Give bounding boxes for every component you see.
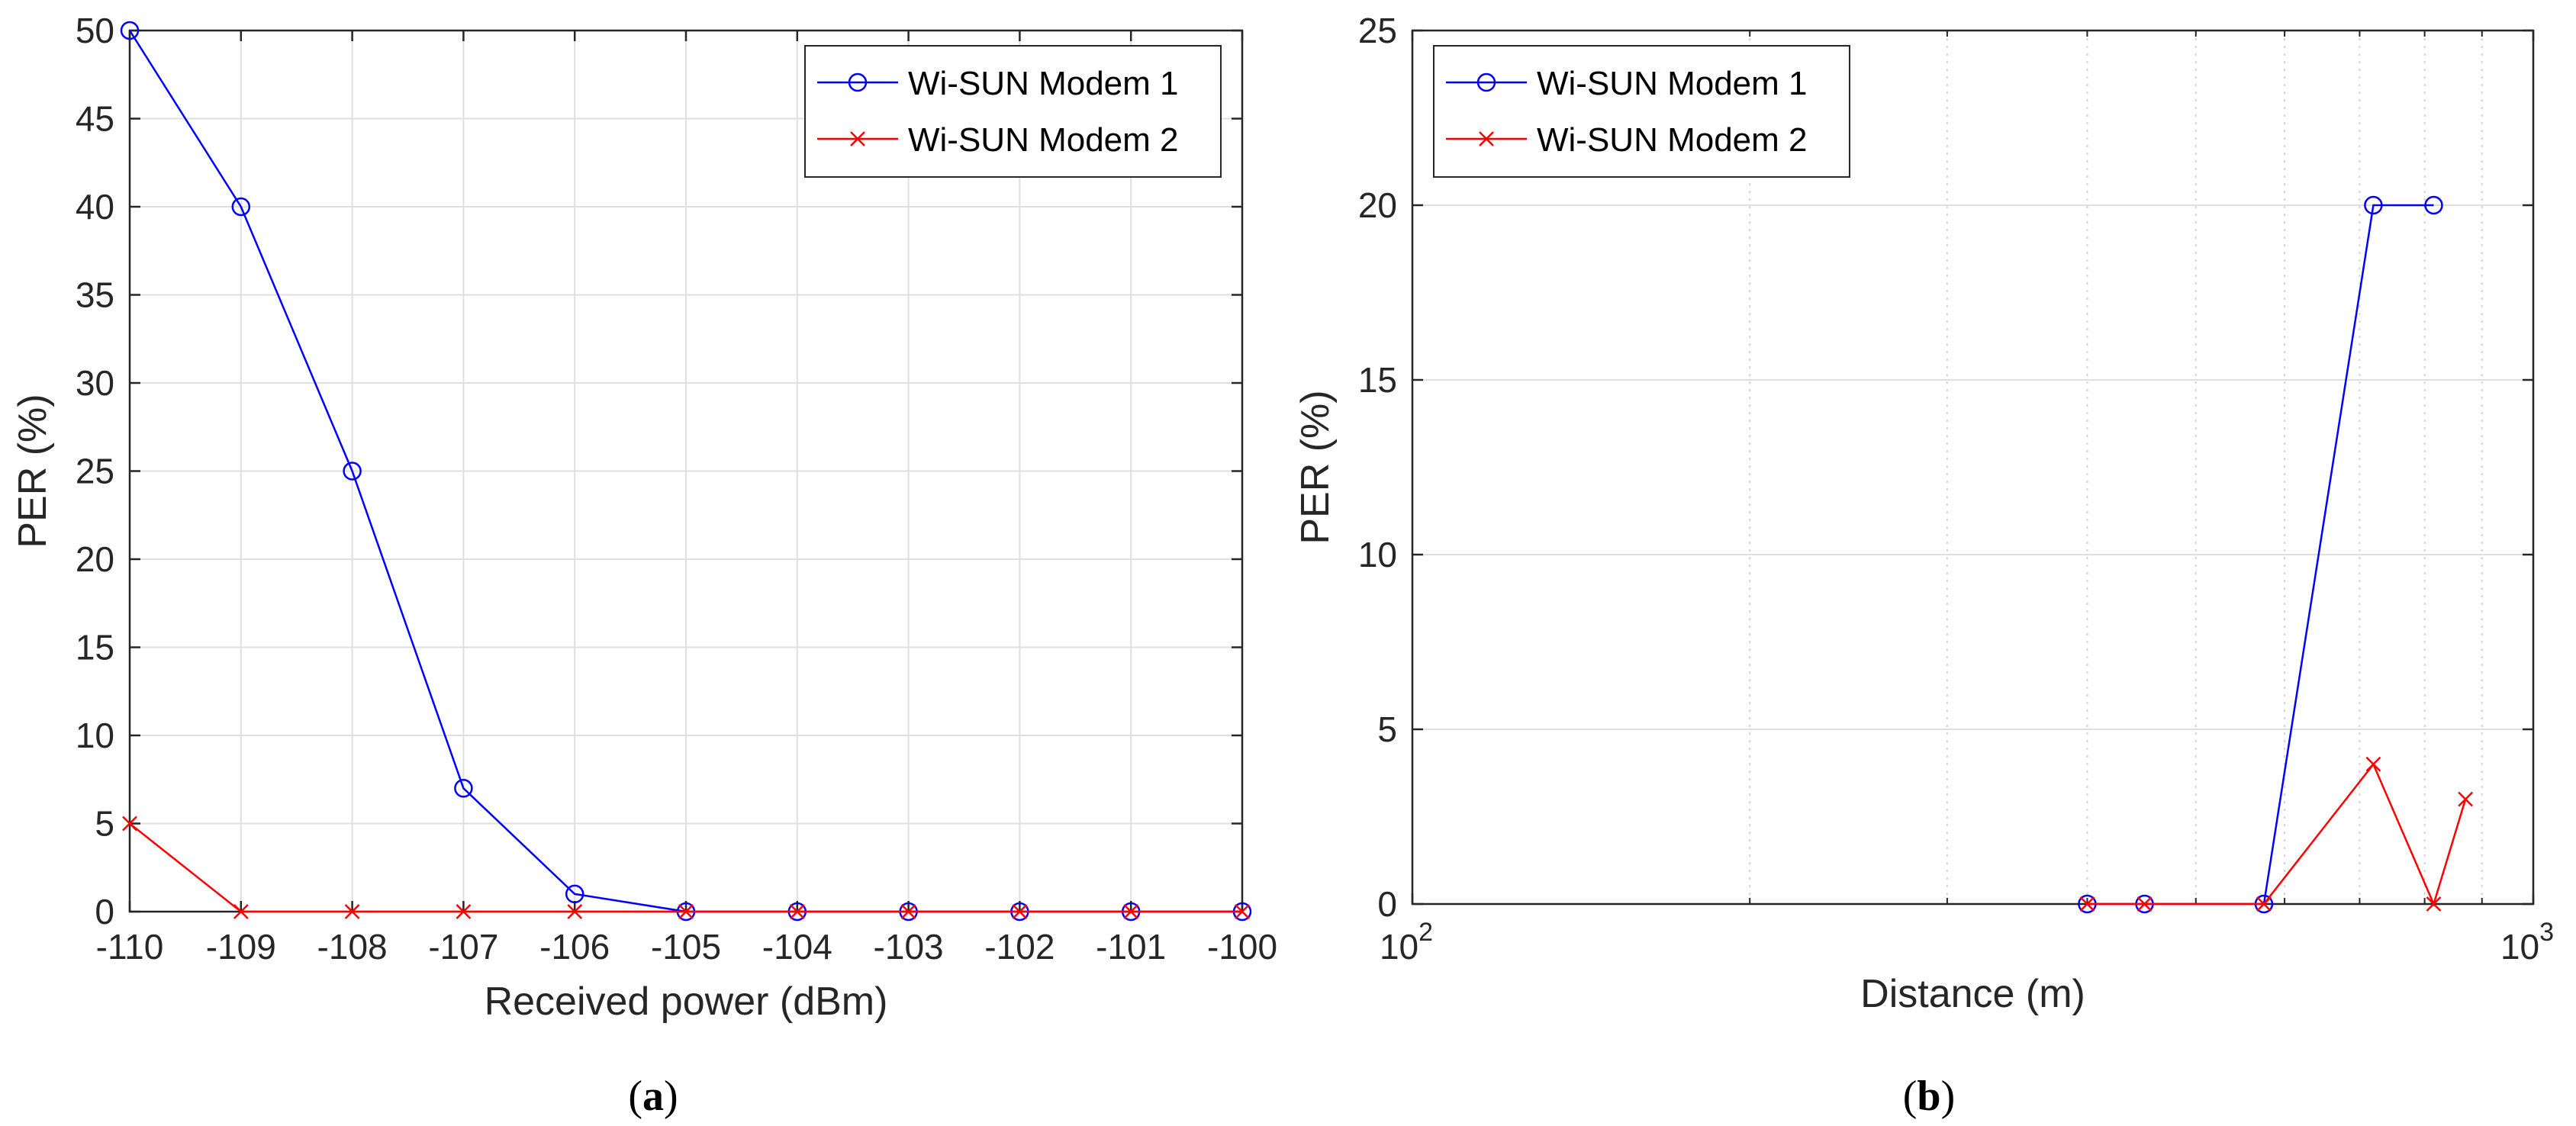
y-tick-label: 30 (76, 363, 114, 403)
x-tick-label: -103 (874, 927, 944, 967)
legend-marker (1479, 131, 1494, 146)
x-tick-label: -104 (762, 927, 832, 967)
axes-box (1411, 29, 2535, 906)
data-point (454, 779, 473, 798)
data-point (900, 904, 916, 919)
y-tick-label: 0 (95, 892, 114, 931)
x-tick-label: 102 (1380, 918, 1433, 967)
y-tick-label: 50 (76, 11, 114, 50)
x-tick-label: -110 (96, 927, 164, 967)
data-point (456, 904, 472, 919)
x-tick-label: -101 (1096, 927, 1166, 967)
series-line (2087, 762, 2467, 907)
data-point (678, 904, 694, 919)
ticks: 0 5 10 15 20 25 30 35 40 45 50 -110 -109 -108 -107 -106… (76, 11, 1277, 967)
data-point (789, 904, 805, 919)
subfigure-label: (b) (1903, 1073, 1955, 1120)
series-2 (2079, 756, 2474, 912)
y-tick-label: 35 (76, 275, 114, 315)
data-point (1123, 904, 1139, 919)
x-axis-label: Distance (m) (1860, 972, 2085, 1016)
x-tick-label: -106 (539, 927, 610, 967)
y-tick-label: 20 (76, 539, 114, 579)
data-point (2364, 195, 2383, 215)
x-tick-label: -102 (984, 927, 1055, 967)
x-tick-label: 103 (2500, 918, 2554, 967)
chart-panel-a: 0 5 10 15 20 25 30 35 40 45 50 -110 -109 -108 -107 -106… (11, 11, 1277, 1120)
y-tick-label: 10 (76, 716, 114, 755)
data-point (2256, 896, 2272, 912)
legend-box (1433, 45, 1850, 178)
x-tick-label: -109 (206, 927, 276, 967)
ticks: 0 5 10 15 20 25 102 103 (1358, 11, 2554, 967)
y-tick-label: 15 (1358, 360, 1397, 400)
data-point (2426, 896, 2442, 912)
x-tick-label: -100 (1207, 927, 1277, 967)
data-point (2424, 195, 2443, 215)
legend-label: Wi-SUN Modem 2 (1537, 121, 1808, 159)
legend-box (804, 45, 1222, 178)
data-point (2136, 896, 2153, 912)
y-tick-label: 40 (76, 187, 114, 227)
y-tick-label: 0 (1377, 884, 1397, 924)
y-tick-label: 20 (1358, 185, 1397, 225)
legend-marker (848, 72, 868, 92)
y-tick-label: 25 (1358, 11, 1397, 50)
data-point (2365, 756, 2381, 772)
legend-marker (1476, 72, 1496, 92)
y-tick-label: 5 (95, 804, 114, 844)
y-tick-label: 10 (1358, 535, 1397, 574)
data-point (231, 197, 251, 217)
data-point (567, 904, 583, 919)
y-tick-label: 45 (76, 99, 114, 139)
data-point (120, 21, 140, 40)
data-point (1012, 904, 1028, 919)
x-tick-label: -107 (428, 927, 498, 967)
data-point (2458, 791, 2474, 807)
y-tick-label: 25 (76, 452, 114, 491)
y-axis-label: PER (%) (11, 394, 55, 548)
legend-label: Wi-SUN Modem 2 (908, 121, 1179, 159)
legend-label: Wi-SUN Modem 1 (1537, 65, 1808, 102)
data-point (565, 884, 584, 904)
y-tick-label: 5 (1377, 709, 1397, 749)
y-tick-label: 15 (76, 628, 114, 668)
y-axis-label: PER (%) (1293, 390, 1338, 544)
x-tick-label: -105 (651, 927, 721, 967)
x-tick-label: -108 (317, 927, 388, 967)
legend: Wi-SUN Modem 1 Wi-SUN Modem 2 (804, 45, 1222, 178)
series-2 (122, 816, 1250, 919)
legend-label: Wi-SUN Modem 1 (908, 65, 1179, 102)
data-point (233, 904, 249, 919)
chart-panel-b: 0 5 10 15 20 25 102 103 Distance (m) PER (%) Wi-SU… (1293, 11, 2554, 1120)
data-point (343, 462, 362, 481)
legend-marker (850, 131, 865, 146)
legend: Wi-SUN Modem 1 Wi-SUN Modem 2 (1433, 45, 1850, 178)
x-axis-label: Received power (dBm) (485, 980, 888, 1024)
grid (1412, 30, 2533, 905)
data-point (122, 816, 137, 832)
data-point (2079, 896, 2095, 912)
data-point (1235, 904, 1250, 919)
data-point (344, 904, 360, 919)
subfigure-label: (a) (628, 1073, 678, 1120)
